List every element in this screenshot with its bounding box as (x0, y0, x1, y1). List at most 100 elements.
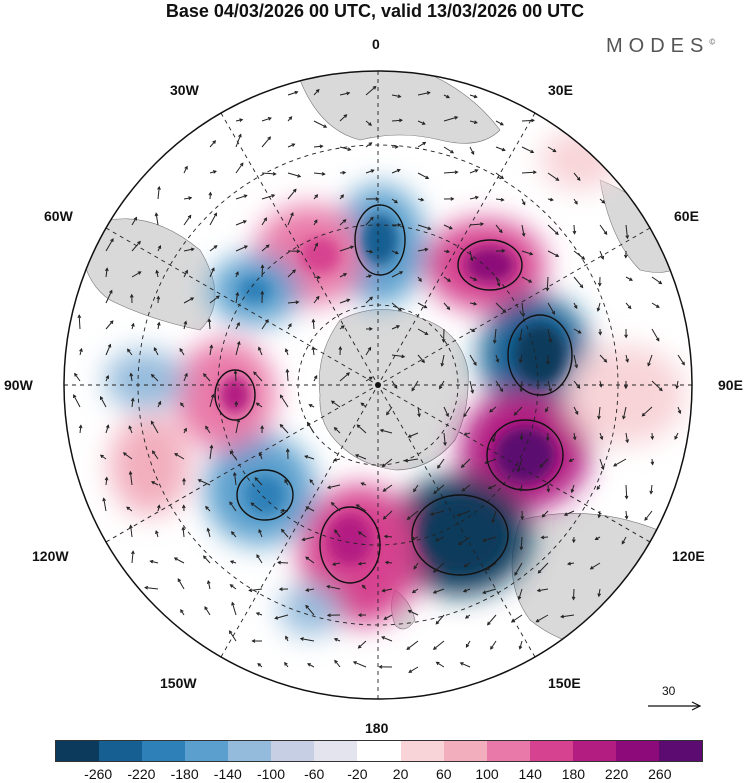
wind-arrow-head (601, 199, 606, 204)
wind-arrow-head (242, 220, 247, 224)
wind-arrow (417, 302, 427, 309)
wind-arrow (391, 119, 402, 122)
wind-arrow (183, 166, 188, 174)
wind-arrow (131, 551, 134, 564)
wind-arrow (457, 510, 471, 517)
wind-arrow (469, 169, 478, 174)
wind-arrow (253, 371, 263, 382)
wind-arrow (261, 217, 267, 226)
wind-arrow (365, 250, 373, 253)
wind-arrow-head (397, 223, 402, 227)
wind-arrow-head (184, 165, 188, 170)
wind-arrow-head (122, 452, 127, 456)
wind-arrow-head (369, 249, 374, 254)
wind-arrow-head (368, 122, 373, 126)
wind-arrow-head (530, 149, 535, 154)
wind-arrow-head (352, 661, 357, 665)
wind-arrow-head (184, 372, 188, 377)
wind-arrow-head (330, 400, 335, 405)
wind-arrow (280, 394, 289, 408)
wind-arrow-head (157, 244, 162, 249)
wind-arrow (261, 117, 272, 122)
africa-land (299, 71, 501, 144)
wind-arrow-head (383, 616, 388, 620)
wind-arrow (287, 91, 298, 96)
wind-arrow (261, 194, 275, 200)
wind-arrow-head (624, 385, 628, 390)
wind-arrow-head (333, 457, 338, 462)
wind-arrow (307, 422, 315, 434)
wind-arrow-head (521, 313, 526, 318)
wind-arrow-head (411, 589, 416, 594)
wind-arrow (598, 406, 601, 419)
wind-arrow (391, 354, 405, 358)
wind-arrow-head (647, 362, 651, 367)
wind-arrow-head (470, 151, 475, 155)
wind-arrow-head (355, 504, 360, 508)
colorbar-swatch (185, 741, 229, 761)
wind-arrow (386, 406, 393, 415)
wind-arrow-head (519, 388, 524, 393)
modes-logo: MODES© (606, 35, 715, 58)
wind-arrow-head (334, 659, 338, 664)
wind-arrow (332, 562, 341, 566)
wind-arrow-head (305, 604, 309, 609)
wind-arrow (105, 425, 109, 434)
wind-arrow-head (629, 277, 633, 281)
wind-arrow (443, 224, 453, 230)
wind-arrow-head (675, 385, 679, 390)
wind-arrow-head (471, 328, 476, 332)
colorbar-tick-label: -100 (256, 766, 286, 782)
wind-arrow-head (427, 226, 432, 231)
wind-arrow-head (574, 200, 578, 205)
wind-arrow-head (381, 636, 386, 640)
wind-arrow (313, 243, 318, 252)
wind-arrow (571, 484, 575, 493)
wind-arrow (536, 614, 549, 623)
wind-arrow-head (346, 91, 351, 96)
wind-arrow (183, 197, 192, 200)
colorbar-tick-label: 20 (392, 766, 409, 782)
colorbar-tick-label: -60 (304, 766, 325, 782)
brand-text: MODES (606, 35, 710, 57)
lon-label-180: 180 (365, 720, 389, 736)
colorbar-swatch (400, 741, 444, 761)
colorbar-tick-label: 60 (436, 766, 452, 782)
wind-arrow-head (307, 663, 311, 667)
wind-arrow-head (622, 415, 626, 420)
wind-arrow-head (519, 546, 524, 551)
wind-arrow-head (517, 468, 521, 473)
colorbar (55, 740, 703, 762)
wind-arrow (492, 432, 497, 442)
wind-arrow-head (473, 301, 478, 306)
wind-arrow-head (107, 343, 112, 348)
wind-arrow-head (367, 346, 372, 351)
wind-arrow-head (408, 669, 413, 673)
wind-arrow-head (372, 85, 377, 90)
wind-arrow (151, 481, 159, 486)
colorbar-swatch (658, 741, 702, 761)
wind-arrow (313, 145, 323, 148)
wind-arrow (131, 271, 141, 278)
wind-arrow (411, 536, 419, 540)
wind-arrow (435, 614, 445, 625)
wind-arrow-head (104, 476, 109, 481)
colorbar-tick-label: -260 (84, 766, 113, 782)
wind-arrow (339, 92, 350, 96)
wind-arrow (105, 344, 111, 356)
wind-arrow-head (128, 425, 132, 430)
wind-arrow (208, 319, 211, 330)
wind-arrow (280, 424, 289, 434)
wind-arrow-head (422, 141, 427, 146)
wind-arrow (327, 585, 341, 590)
wind-arrow-head (354, 454, 359, 458)
wind-arrow (235, 322, 240, 330)
wind-arrow (256, 402, 263, 408)
wind-arrow-head (126, 348, 131, 353)
wind-arrow-head (292, 188, 297, 193)
wind-arrow-head (480, 222, 485, 226)
wind-arrow-head (413, 488, 417, 493)
wind-arrow (642, 406, 653, 417)
wind-arrow-head (73, 394, 77, 399)
wind-arrow (443, 432, 446, 446)
